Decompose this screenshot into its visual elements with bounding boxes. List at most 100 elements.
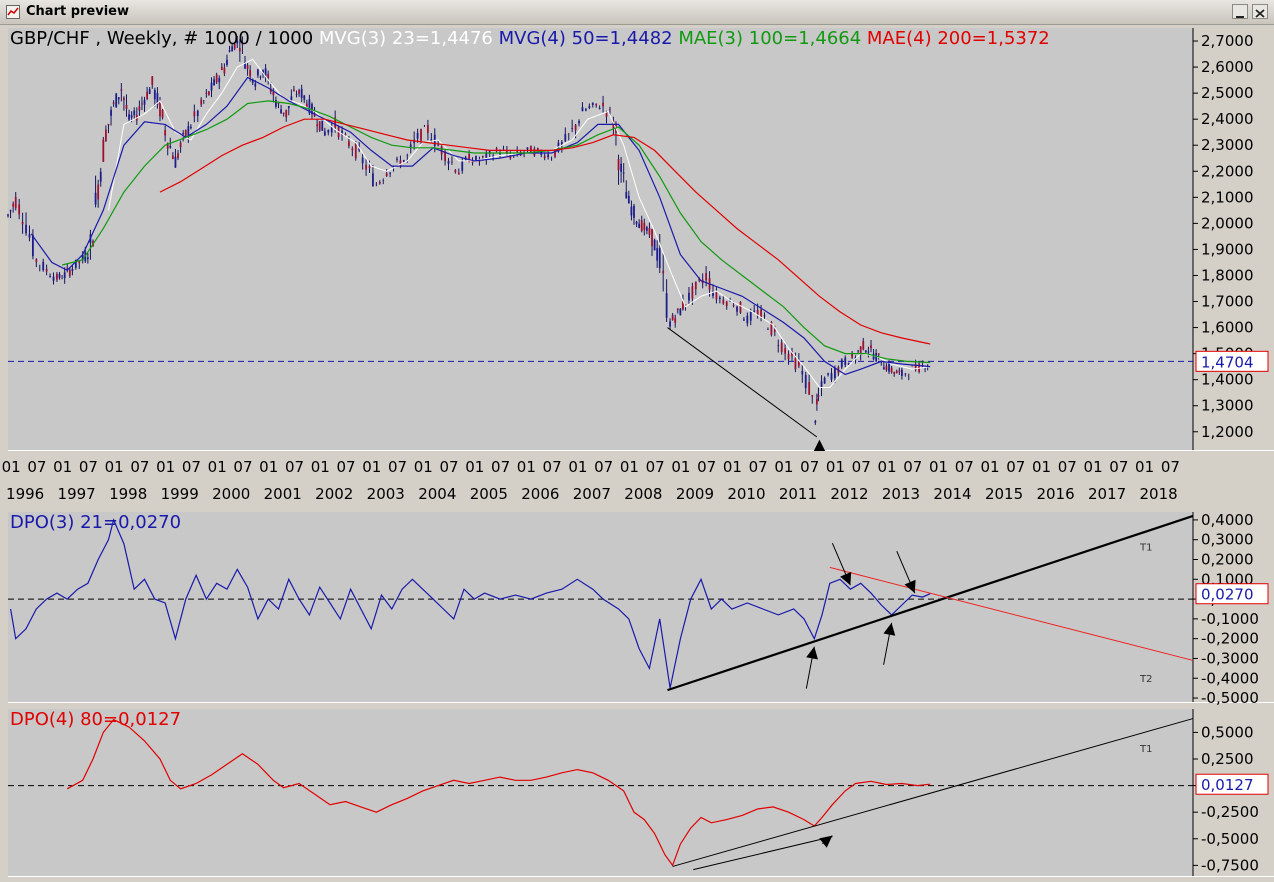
trendline-label-T1: T1 [1139, 543, 1152, 554]
month-tick-label: 07 [233, 458, 252, 476]
year-tick-label: 2008 [624, 485, 662, 503]
app-icon [6, 5, 20, 19]
month-tick-label: 07 [130, 458, 149, 476]
y-tick-label: 1,6000 [1201, 319, 1254, 337]
price-panel[interactable]: 2,7000 2,6000 2,5000 2,4000 2,3000 2,2000 2,10… [7, 28, 1274, 452]
month-tick-label: 07 [852, 458, 871, 476]
last-value-box [1195, 773, 1269, 795]
month-tick-label: 07 [285, 458, 304, 476]
y-tick-label: 0,3000 [1201, 531, 1254, 549]
year-tick-label: 1996 [6, 485, 44, 503]
month-tick-label: 07 [543, 458, 562, 476]
month-tick-label: 01 [826, 458, 845, 476]
legend-entry: MVG(3) 23=1,4476 [319, 28, 493, 49]
arrow-head [813, 439, 826, 452]
month-tick-label: 01 [1135, 458, 1154, 476]
month-tick-label: 01 [568, 458, 587, 476]
trendline-label-T2: T2 [1139, 674, 1152, 685]
year-tick-label: 2018 [1140, 485, 1178, 503]
arrow-head [806, 646, 818, 660]
last-value-label: 1,4704 [1201, 353, 1254, 371]
time-axis: 01 07 01 07 01 07 01 07 01 07 01 07 01 07 01 07 01 07 01 07… [0, 451, 1274, 509]
month-tick-label: 07 [594, 458, 613, 476]
y-tick-label: 2,0000 [1201, 214, 1254, 232]
year-tick-label: 1998 [109, 485, 147, 503]
year-tick-label: 2013 [882, 485, 920, 503]
month-tick-label: 07 [336, 458, 355, 476]
dpo3-panel[interactable]: 0,40000,30000,20000,10000,0000-0,1000-0,… [8, 511, 1274, 707]
month-tick-label: 07 [1161, 458, 1180, 476]
legend-entry: MAE(3) 100=1,4664 [673, 28, 862, 49]
title-bar[interactable]: Chart preview [0, 0, 1274, 25]
month-tick-label: 07 [697, 458, 716, 476]
year-tick-label: 2001 [264, 485, 302, 503]
y-tick-label: 1,2000 [1201, 423, 1254, 441]
year-tick-label: 2003 [367, 485, 405, 503]
month-tick-label: 01 [517, 458, 536, 476]
y-tick-label: 0,4000 [1201, 511, 1254, 529]
minimize-icon [1236, 16, 1244, 18]
month-tick-label: 01 [1084, 458, 1103, 476]
month-tick-label: 07 [955, 458, 974, 476]
month-tick-label: 01 [774, 458, 793, 476]
month-tick-label: 07 [749, 458, 768, 476]
chart-title-text: GBP/CHF , Weekly, # 1000 / 1000 [10, 28, 319, 49]
legend-entry: MAE(4) 200=1,5372 [861, 28, 1050, 49]
close-icon [1255, 9, 1265, 18]
trendline [672, 718, 1194, 867]
year-tick-label: 2010 [727, 485, 765, 503]
y-tick-label: 2,6000 [1201, 58, 1254, 76]
month-tick-label: 07 [27, 458, 46, 476]
y-tick-label: -0,5000 [1201, 689, 1259, 707]
month-tick-label: 07 [1006, 458, 1025, 476]
y-tick-label: -0,2000 [1201, 630, 1259, 648]
window-title: Chart preview [26, 4, 130, 19]
year-tick-label: 2015 [985, 485, 1023, 503]
month-tick-label: 01 [105, 458, 124, 476]
mae4-line [159, 118, 931, 345]
month-tick-label: 01 [2, 458, 21, 476]
month-tick-label: 01 [1032, 458, 1051, 476]
year-tick-label: 1999 [161, 485, 199, 503]
arrow-head [904, 579, 916, 594]
month-tick-label: 07 [440, 458, 459, 476]
y-tick-label: -0,1000 [1201, 610, 1259, 628]
minimize-button[interactable] [1232, 4, 1248, 19]
year-tick-label: 2017 [1088, 485, 1126, 503]
last-value-label: 0,0127 [1201, 776, 1254, 794]
month-tick-label: 01 [156, 458, 175, 476]
y-tick-label: -0,4000 [1201, 669, 1259, 687]
month-tick-label: 01 [311, 458, 330, 476]
year-tick-label: 1997 [58, 485, 96, 503]
chart-title: GBP/CHF , Weekly, # 1000 / 1000 MVG(3) 2… [10, 28, 1050, 49]
chart-canvas[interactable]: 2,7000 2,6000 2,5000 2,4000 2,3000 2,2000 2,10… [0, 24, 1274, 882]
month-tick-label: 01 [671, 458, 690, 476]
month-tick-label: 01 [208, 458, 227, 476]
close-button[interactable] [1252, 4, 1268, 19]
arrow-head [883, 622, 896, 636]
y-tick-label: 0,5000 [1201, 723, 1254, 741]
month-tick-label: 01 [877, 458, 896, 476]
year-tick-label: 2009 [676, 485, 714, 503]
month-tick-label: 01 [620, 458, 639, 476]
last-value-label: 0,0270 [1201, 586, 1254, 604]
year-tick-label: 2000 [212, 485, 250, 503]
month-tick-label: 07 [1109, 458, 1128, 476]
y-tick-label: -0,3000 [1201, 649, 1259, 667]
month-tick-label: 07 [79, 458, 98, 476]
dpo4-panel[interactable]: 0,50000,25000,0000-0,2500-0,5000-0,7500T… [8, 709, 1274, 877]
dpo3-line [10, 518, 931, 689]
y-tick-label: 2,5000 [1201, 84, 1254, 102]
panel-title: DPO(3) 21=0,0270 [10, 512, 181, 533]
arrow-head [819, 835, 833, 848]
month-tick-label: 01 [259, 458, 278, 476]
month-tick-label: 01 [980, 458, 999, 476]
year-tick-label: 2014 [933, 485, 971, 503]
y-tick-label: 2,2000 [1201, 162, 1254, 180]
month-tick-label: 01 [723, 458, 742, 476]
month-tick-label: 01 [929, 458, 948, 476]
trendline [829, 566, 1194, 661]
year-tick-label: 2005 [470, 485, 508, 503]
plot-area [8, 28, 1193, 450]
month-tick-label: 07 [903, 458, 922, 476]
